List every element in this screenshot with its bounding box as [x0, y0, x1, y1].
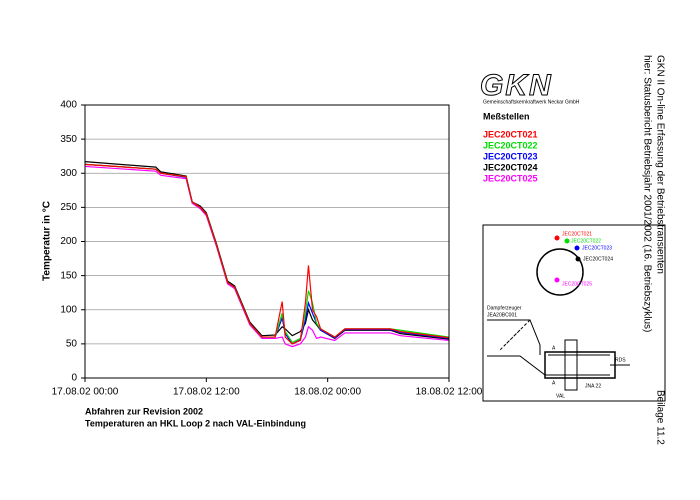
sensor-dot [554, 235, 560, 241]
series-line [84, 163, 450, 345]
plot-frame [84, 104, 450, 379]
appendix: Beilage 11.2 [654, 390, 665, 445]
y-tick-label: 400 [60, 100, 77, 111]
pipe-body [544, 351, 616, 379]
y-tick-label: 350 [60, 134, 77, 145]
logo: GKN [480, 69, 553, 102]
y-tick-label: 300 [60, 168, 77, 179]
sensor-dot [554, 277, 560, 283]
sensor-label: JEC20CT022 [571, 238, 601, 244]
diagram-label: JEA20BC001 [487, 312, 517, 318]
x-tick-label: 18.08.02 00:00 [294, 387, 361, 398]
legend-entry: JEC20CT024 [483, 162, 538, 172]
sensor-label: JEC20CT021 [562, 231, 592, 237]
sensor-dot [574, 245, 580, 251]
sensor-label: JEC20CT025 [562, 281, 592, 287]
sensor-dot [564, 238, 570, 244]
legend-entry: JEC20CT025 [483, 173, 538, 183]
pipe-section [536, 248, 584, 296]
y-tick-label: 0 [71, 373, 77, 384]
diagram-label: A [552, 345, 556, 351]
legend-entry: JEC20CT021 [483, 129, 538, 139]
sensor-label: JEC20CT024 [583, 256, 613, 262]
diagram-label: RDS [615, 357, 626, 363]
diagram: JEC20CT021 JEC20CT022 JEC20CT023 JEC20CT… [482, 224, 666, 402]
diagram-label: A [552, 380, 556, 386]
series-line [84, 165, 450, 348]
y-tick-label: 100 [60, 304, 77, 315]
lines [84, 161, 450, 348]
y-tick-label: 50 [66, 339, 78, 350]
y-tick-label: 200 [60, 236, 77, 247]
diagram-label: Dampferzeuger [487, 305, 522, 311]
pipe [487, 319, 610, 376]
caption: Temperaturen an HKL Loop 2 nach VAL-Einb… [85, 418, 306, 428]
sensor-label: JEC20CT023 [582, 245, 612, 251]
logo-subtitle: Gemeinschaftskernkraftwerk Neckar GmbH [483, 99, 580, 105]
header-line: GKN II On-line Erfassung der Betriebstra… [654, 55, 665, 274]
caption: Abfahren zur Revision 2002 [85, 406, 203, 416]
y-tick-label: 250 [60, 202, 77, 213]
legend-entry: JEC20CT022 [483, 140, 538, 150]
sensor-dot [575, 256, 581, 262]
x-tick-label: 17.08.02 00:00 [52, 387, 119, 398]
pipe-hatch [499, 319, 531, 351]
valve [564, 339, 578, 391]
legend-title: Meßstellen [483, 111, 530, 121]
x-tick-label: 18.08.02 12:00 [416, 387, 483, 398]
header-line: hier: Statusbericht Betriebsjahr 2001/20… [641, 55, 652, 332]
axes: 0 50 100 150 200 250 300 350 400 17.08.02 00:00 17… [52, 100, 483, 398]
diagram-label: VAL [556, 393, 565, 399]
y-tick-label: 150 [60, 270, 77, 281]
legend-entry: JEC20CT023 [483, 151, 538, 161]
diagram-frame [482, 224, 666, 402]
diagram-label: JNA 22 [585, 383, 601, 389]
x-tick-label: 17.08.02 12:00 [173, 387, 240, 398]
y-axis-label: Temperatur in °C [42, 201, 53, 281]
